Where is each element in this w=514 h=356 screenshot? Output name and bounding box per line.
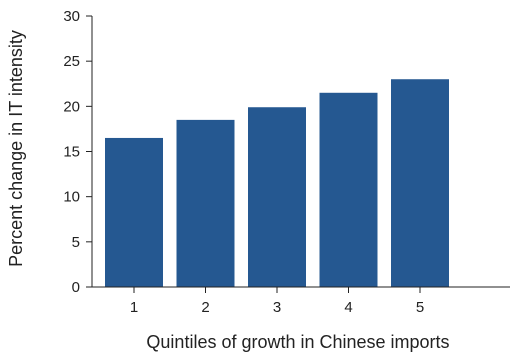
- bar-quintile-4: [319, 92, 378, 288]
- y-tick-label: 5: [72, 234, 80, 251]
- bars-layer: [105, 79, 449, 288]
- y-tick-label: 30: [63, 8, 80, 25]
- x-tick-label: 4: [344, 299, 352, 316]
- x-tick-label: 3: [273, 299, 281, 316]
- y-tick-label: 20: [63, 98, 80, 115]
- y-tick-label: 15: [63, 144, 80, 161]
- x-tick-label: 5: [416, 299, 424, 316]
- bar-quintile-5: [391, 79, 449, 287]
- x-tick-label: 1: [130, 299, 138, 316]
- y-tick-label: 25: [63, 53, 80, 70]
- y-axis-ticks: 0 5 10 15 20 25 30: [63, 8, 92, 296]
- bar-quintile-1: [105, 137, 163, 287]
- x-axis-ticks: 1 2 3 4 5: [130, 287, 424, 316]
- y-tick-label: 10: [63, 189, 80, 206]
- bar-quintile-3: [248, 107, 306, 287]
- x-tick-label: 2: [201, 299, 209, 316]
- y-tick-label: 0: [72, 279, 80, 296]
- bar-quintile-2: [176, 119, 235, 287]
- x-axis-title: Quintiles of growth in Chinese imports: [146, 332, 449, 352]
- y-axis-title: Percent change in IT intensity: [6, 30, 26, 267]
